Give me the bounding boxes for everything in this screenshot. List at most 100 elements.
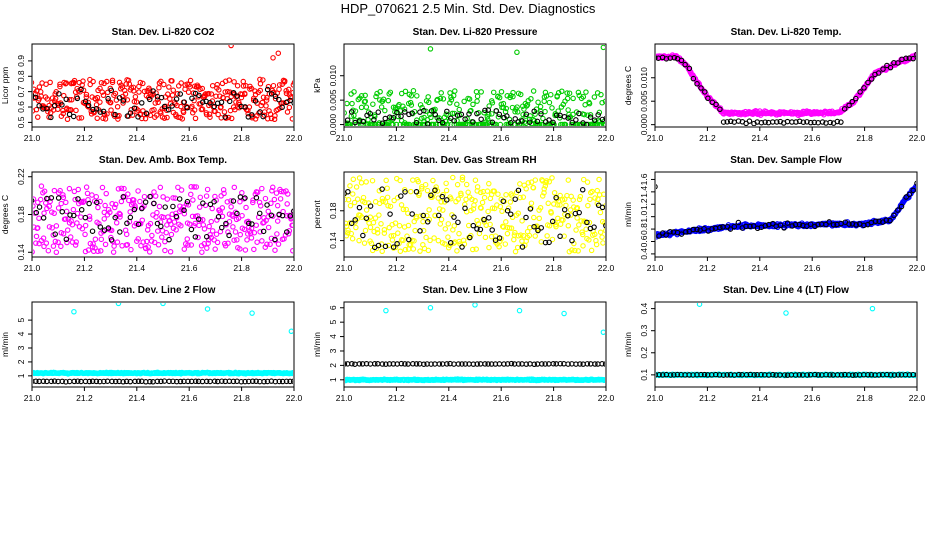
data-point — [387, 89, 394, 96]
data-point — [135, 221, 142, 228]
data-point — [154, 220, 161, 227]
data-point — [131, 98, 138, 105]
data-point — [546, 117, 552, 123]
data-point — [243, 204, 249, 211]
data-point — [161, 81, 167, 88]
data-point — [360, 118, 367, 125]
data-point — [713, 101, 719, 108]
data-point — [33, 106, 40, 113]
data-point — [381, 227, 388, 233]
data-point — [376, 120, 383, 126]
data-point — [215, 111, 221, 118]
x-tick-label: 21.6 — [804, 393, 821, 403]
data-point — [400, 206, 407, 213]
data-point — [451, 214, 457, 220]
data-point — [575, 89, 582, 96]
data-point — [55, 205, 62, 211]
data-point — [72, 242, 79, 248]
data-point — [397, 177, 403, 184]
data-point — [565, 177, 572, 183]
x-tick-label: 21.8 — [233, 133, 250, 143]
data-point — [602, 377, 605, 383]
data-point — [451, 223, 458, 229]
data-point — [83, 184, 90, 190]
data-point — [497, 121, 504, 126]
data-point — [213, 93, 219, 99]
data-point — [125, 77, 132, 84]
data-point — [481, 109, 487, 116]
y-axis-label: kPa — [312, 78, 322, 93]
data-point — [579, 229, 585, 235]
data-point — [33, 240, 39, 246]
data-point — [94, 94, 101, 101]
data-point — [376, 212, 382, 218]
data-point-spike — [115, 303, 122, 307]
panel-title: Stan. Dev. Li-820 Pressure — [413, 27, 538, 38]
data-point — [62, 80, 69, 87]
data-point — [351, 199, 358, 206]
data-point — [784, 220, 791, 226]
data-point — [192, 378, 199, 385]
data-point — [349, 191, 356, 197]
data-point — [64, 239, 70, 246]
data-point — [214, 81, 221, 88]
y-axis-label: Licor ppm — [0, 67, 10, 104]
data-point — [505, 205, 512, 211]
data-point — [206, 111, 213, 118]
data-point — [45, 247, 52, 254]
data-point — [60, 110, 66, 117]
data-point-spike — [600, 329, 605, 336]
data-point — [154, 378, 161, 385]
data-point — [409, 211, 415, 217]
data-point — [517, 181, 523, 187]
data-point — [407, 99, 414, 106]
data-point — [100, 228, 107, 235]
data-point — [131, 206, 138, 213]
data-point — [474, 361, 480, 367]
data-point — [287, 97, 293, 104]
data-point — [155, 242, 162, 248]
data-point — [542, 183, 549, 189]
data-point — [501, 361, 507, 367]
data-point-spike — [288, 328, 293, 335]
x-tick-label: 21.0 — [336, 263, 353, 273]
data-point — [724, 372, 730, 378]
data-point — [33, 94, 39, 101]
data-point — [385, 97, 392, 104]
data-point — [447, 239, 454, 246]
data-point — [145, 244, 151, 250]
data-point — [347, 183, 353, 189]
data-point — [345, 188, 351, 195]
data-point — [577, 361, 583, 367]
data-point — [252, 116, 259, 122]
data-point — [465, 222, 472, 229]
data-point — [67, 212, 73, 218]
data-point — [78, 86, 84, 93]
data-point — [396, 222, 403, 229]
data-point — [470, 206, 477, 212]
x-tick-label: 21.4 — [129, 133, 146, 143]
data-point — [50, 243, 57, 249]
data-point — [398, 113, 404, 119]
data-point — [546, 179, 552, 185]
data-point — [405, 210, 411, 217]
data-point — [93, 378, 100, 385]
data-point — [287, 213, 293, 219]
x-tick-label: 21.8 — [545, 263, 562, 273]
data-point — [514, 244, 521, 251]
data-point — [883, 217, 890, 223]
points — [33, 183, 293, 256]
data-point — [36, 204, 43, 210]
data-point — [770, 220, 776, 227]
data-point — [413, 189, 420, 195]
data-point — [671, 372, 677, 378]
data-point — [576, 222, 582, 228]
data-point — [565, 212, 571, 219]
data-point — [394, 109, 400, 116]
data-point — [93, 194, 100, 200]
y-tick-label: 2 — [328, 363, 338, 368]
data-point — [387, 203, 394, 210]
data-point — [268, 115, 275, 122]
data-point — [382, 199, 389, 205]
data-point — [394, 240, 400, 247]
